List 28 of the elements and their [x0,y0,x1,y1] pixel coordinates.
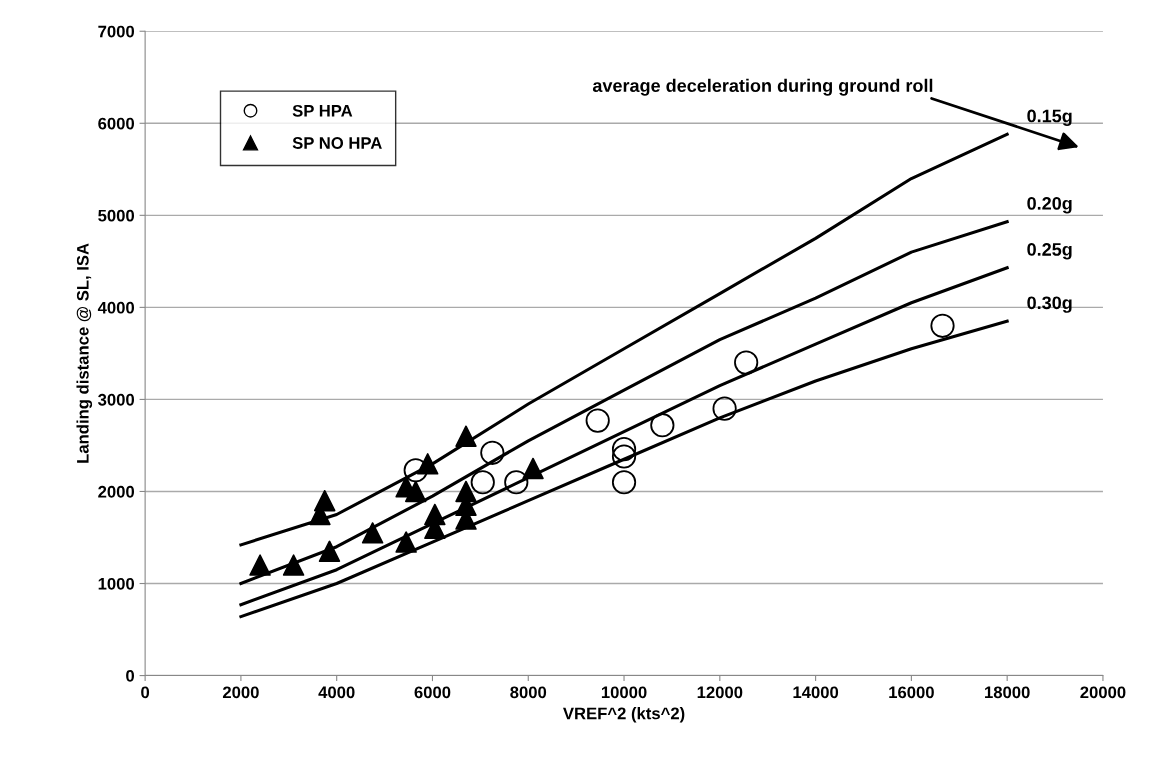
y-tick-label: 5000 [98,209,135,222]
y-tick-label: 2000 [98,485,135,498]
x-tick-label: 2000 [222,686,259,699]
x-tick-label: 6000 [414,686,451,699]
series-label: 0.20g [1027,197,1072,214]
x-tick-label: 8000 [510,686,547,699]
x-tick-label: 14000 [793,686,839,699]
x-axis-title: VREF^2 (kts^2) [563,707,685,723]
y-tick-label: 3000 [98,393,135,406]
y-tick-label: 1000 [98,577,135,590]
series-label: 0.30g [1027,296,1072,313]
y-axis-title: Landing distance @ SL, ISA [76,243,93,463]
legend-label: SP NO HPA [292,137,382,149]
x-tick-label: 4000 [318,686,355,699]
x-tick-label: 20000 [1080,686,1126,699]
x-tick-label: 16000 [889,686,934,699]
series-label: 0.25g [1027,243,1072,260]
x-tick-label: 18000 [985,686,1030,699]
y-tick-label: 0 [126,669,135,682]
legend-label: SP HPA [292,104,353,117]
y-tick-label: 6000 [98,117,135,130]
annotation: average deceleration during ground roll [592,78,933,96]
series-label: 0.15g [1027,109,1072,126]
x-tick-label: 10000 [601,686,647,699]
x-tick-label: 12000 [697,686,743,699]
x-tick-label: 0 [141,686,150,699]
y-tick-label: 4000 [97,301,135,314]
y-tick-label: 7000 [98,25,135,38]
